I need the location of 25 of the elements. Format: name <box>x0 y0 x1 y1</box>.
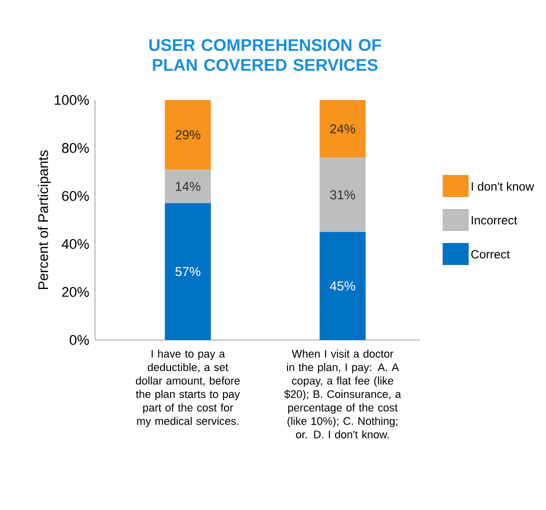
x-tick-label: When I visit a doctor in the plan, I pay: A. A copay, a flat fee (like $20); B. Coinsurance, a percentage of the cost (like 10%); C. Nothing; or. D. I don't know. <box>284 350 402 438</box>
bar <box>164 100 211 170</box>
data-label: 29% <box>176 130 200 140</box>
legend-label: Correct <box>471 250 510 259</box>
data-label: 45% <box>330 281 356 291</box>
x-tick-label: I have to pay a deductible, a set dollar amount, before the plan starts to pay part of the cost for my medical services. <box>136 350 240 428</box>
y-tick-label: 40% <box>62 239 89 249</box>
legend-label: Incorrect <box>472 216 518 224</box>
data-label: 57% <box>175 267 200 276</box>
bar <box>164 203 211 340</box>
y-tick-label: 100% <box>54 95 89 105</box>
bar <box>320 158 366 232</box>
bar <box>320 232 366 340</box>
y-tick-label: 80% <box>62 143 89 153</box>
chart-title: USER COMPREHENSION OF PLAN COVERED SERVICES <box>149 39 382 71</box>
y-tick-label: 60% <box>62 191 89 201</box>
y-axis-title: Percent of Participants <box>38 150 51 290</box>
bar <box>320 100 366 158</box>
bar <box>164 170 211 204</box>
legend-label: I don't know <box>472 182 534 191</box>
data-label: 31% <box>330 190 356 200</box>
y-tick-label: 0% <box>70 335 89 345</box>
data-label: 24% <box>330 124 356 134</box>
y-tick-label: 20% <box>62 287 89 297</box>
data-label: 14% <box>176 182 200 191</box>
